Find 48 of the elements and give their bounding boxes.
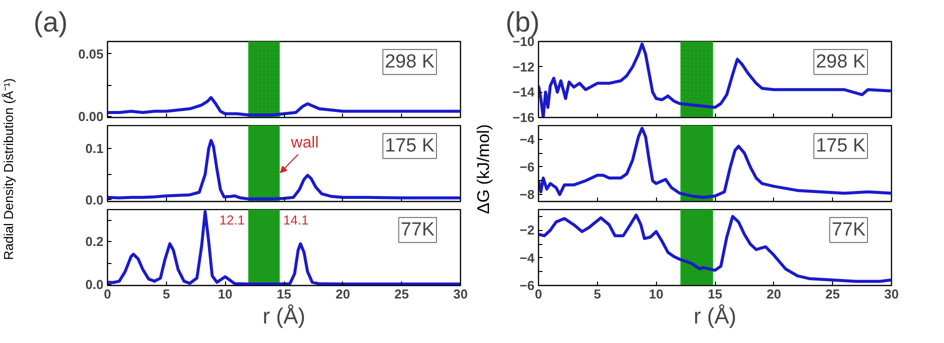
annotation: 77K — [832, 220, 866, 240]
x-tick-label: 25 — [825, 286, 840, 302]
y-tick-label: −4 — [520, 250, 536, 266]
y-tick-label: −4 — [520, 132, 536, 147]
y-tick-label: 0.05 — [78, 46, 104, 62]
x-tick-label: 5 — [162, 286, 170, 302]
y-tick-label: 0.0 — [85, 192, 104, 208]
x-tick-label: 25 — [394, 286, 409, 302]
annotation: 77K — [400, 220, 435, 240]
annotation: 175 K — [384, 136, 435, 156]
y-tick-label: −12 — [512, 59, 535, 74]
chart-title: (a) — [34, 6, 68, 38]
y-tick-label: 0.1 — [85, 141, 104, 156]
y-axis-title: Radial Density Distribution (Å⁻¹) — [0, 78, 17, 260]
line-series — [108, 210, 460, 286]
chart-title: (b) — [506, 6, 540, 38]
annotation: 175 K — [816, 136, 866, 156]
y-tick-label: −8 — [520, 187, 535, 202]
y-tick-label: 0.2 — [85, 234, 104, 250]
x-tick-label: 15 — [708, 286, 722, 302]
band-label: wall — [290, 134, 319, 152]
y-tick-label: −14 — [512, 84, 536, 100]
x-tick-label: 30 — [884, 286, 899, 302]
y-tick-label: −2 — [520, 222, 535, 238]
x-tick-label: 10 — [648, 286, 664, 302]
y-tick-label: −16 — [512, 110, 535, 125]
annotation: 298 K — [816, 52, 866, 72]
x-tick-label: 20 — [336, 286, 350, 302]
y-tick-label: 0.0 — [85, 276, 104, 292]
x-tick-label: 15 — [276, 286, 292, 302]
x-axis-title: r (Å) — [694, 304, 736, 328]
y-tick-label: −6 — [520, 278, 535, 293]
x-tick-label: 0 — [104, 286, 112, 302]
y-tick-label: 0.00 — [78, 108, 104, 124]
annotation: 12.1 — [219, 212, 245, 228]
x-tick-label: 10 — [218, 286, 232, 302]
x-tick-label: 0 — [534, 286, 542, 302]
x-tick-label: 20 — [766, 286, 782, 302]
line-series — [538, 126, 892, 199]
y-tick-label: −6 — [520, 159, 535, 174]
x-tick-label: 30 — [453, 286, 468, 302]
line-series — [538, 42, 892, 118]
annotation: 298 K — [384, 52, 435, 72]
y-axis-title: ΔG (kJ/mol) — [473, 124, 494, 214]
line-series — [538, 214, 892, 283]
annotation: 14.1 — [283, 212, 309, 228]
x-axis-title: r (Å) — [262, 304, 306, 328]
x-tick-label: 5 — [594, 286, 601, 302]
